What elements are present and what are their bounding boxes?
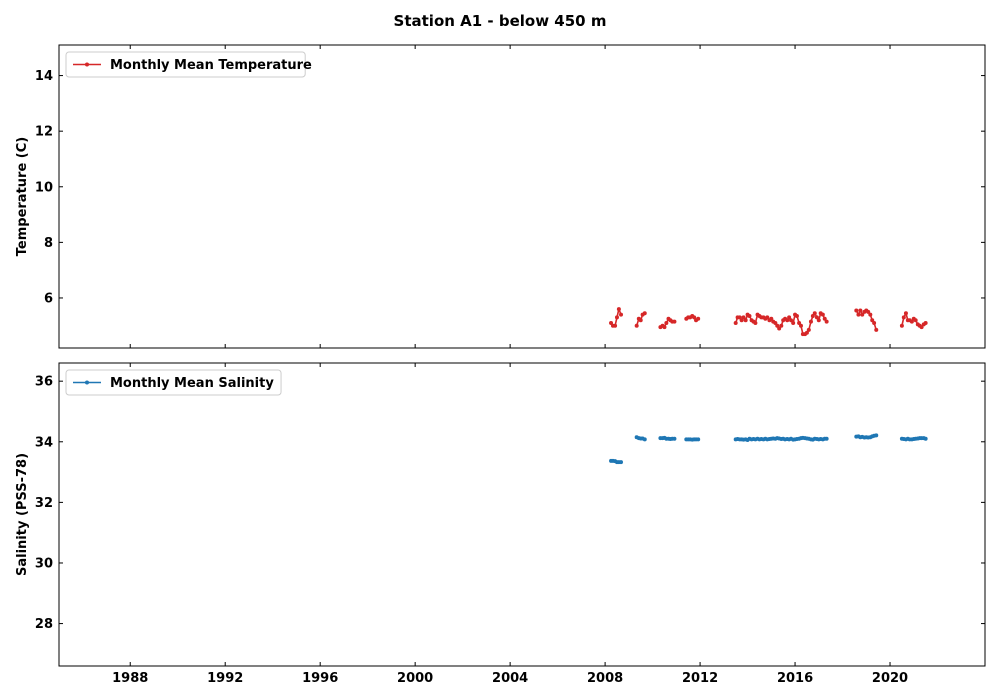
temperature-data-point (779, 323, 784, 328)
temperature-data-point (868, 312, 873, 317)
temperature-ytick-label: 6 (44, 291, 53, 306)
salinity-panel: 1988 1992 1996 2000 2004 2008 2012 2016 2020 28 30… (15, 362, 986, 686)
temperature-data-point (664, 320, 669, 325)
temperature-data-point (619, 312, 624, 317)
salinity-ytick-label: 28 (35, 617, 53, 632)
temperature-data-point (794, 314, 799, 319)
temperature-data-point (856, 312, 861, 317)
temperature-data-point (872, 320, 877, 325)
temperature-data-point (798, 323, 803, 328)
temperature-data-point (642, 311, 647, 316)
temperature-data-point (874, 327, 879, 332)
salinity-data-point (672, 436, 677, 441)
temperature-legend-label: Monthly Mean Temperature (110, 58, 312, 73)
temperature-data-point (696, 316, 701, 321)
temperature-data-point (806, 327, 811, 332)
salinity-xtick-label: 2000 (397, 671, 433, 686)
temperature-data-point (858, 308, 863, 313)
temperature-data-point (903, 311, 908, 316)
figure-title: Station A1 - below 450 m (394, 12, 607, 30)
salinity-data-point (923, 436, 928, 441)
salinity-xtick-label: 1992 (207, 671, 243, 686)
temperature-data-point (812, 311, 817, 316)
temperature-data-point (743, 318, 748, 323)
salinity-ytick-label: 32 (35, 496, 53, 511)
salinity-legend-marker (85, 380, 89, 385)
temperature-data-point (860, 312, 865, 317)
salinity-data-point (874, 433, 879, 438)
salinity-ytick-label: 36 (35, 375, 53, 390)
temperature-data-point (808, 319, 813, 324)
temperature-data-point (634, 323, 639, 328)
temperature-legend-marker (85, 62, 89, 67)
salinity-ytick-label: 30 (35, 556, 53, 571)
temperature-data-point (747, 314, 752, 319)
temperature-ytick-label: 14 (35, 69, 53, 84)
temperature-plot-area (609, 307, 928, 337)
temperature-ytick-label: 8 (44, 236, 53, 251)
temperature-data-point (789, 318, 794, 323)
salinity-xtick-label: 1988 (112, 671, 148, 686)
temperature-data-point (616, 307, 621, 312)
temperature-data-point (923, 320, 928, 325)
temperature-data-point (899, 323, 904, 328)
salinity-plot-area (609, 433, 928, 465)
temperature-data-point (662, 325, 667, 330)
salinity-legend (65, 369, 282, 396)
salinity-xtick-label: 2020 (872, 671, 908, 686)
salinity-data-point (696, 437, 701, 442)
temperature-data-point (854, 308, 859, 313)
temperature-data-point (919, 325, 924, 330)
temperature-data-point (638, 318, 643, 323)
temperature-data-point (733, 320, 738, 325)
salinity-axes-frame (58, 362, 986, 667)
salinity-data-point (824, 436, 829, 441)
temperature-data-point (901, 315, 906, 320)
salinity-data-point (642, 437, 647, 442)
temperature-data-point (913, 318, 918, 323)
salinity-ylabel: Salinity (PSS-78) (15, 453, 30, 576)
temperature-legend (65, 51, 306, 78)
temperature-data-point (672, 319, 677, 324)
temperature-data-point (765, 315, 770, 320)
temperature-axes-frame (58, 44, 986, 349)
temperature-ytick-label: 10 (35, 180, 53, 195)
temperature-data-point (820, 312, 825, 317)
salinity-xtick-label: 2008 (587, 671, 623, 686)
temperature-data-point (866, 309, 871, 314)
temperature-data-point (613, 323, 618, 328)
salinity-xtick-label: 2012 (682, 671, 718, 686)
temperature-data-point (816, 318, 821, 323)
salinity-legend-label: Monthly Mean Salinity (110, 376, 274, 391)
temperature-panel: 6 8 10 12 14 Temperature (C) Monthly Mean Temp… (15, 44, 986, 349)
temperature-data-point (777, 326, 782, 331)
salinity-xtick-label: 1996 (302, 671, 338, 686)
temperature-data-point (753, 320, 758, 325)
temperature-data-point (791, 320, 796, 325)
temperature-data-point (614, 315, 619, 320)
temperature-data-point (741, 315, 746, 320)
temperature-ytick-label: 12 (35, 125, 53, 140)
salinity-xtick-label: 2016 (777, 671, 813, 686)
temperature-data-point (824, 319, 829, 324)
salinity-xtick-label: 2004 (492, 671, 528, 686)
temperature-ylabel: Temperature (C) (15, 137, 30, 256)
salinity-data-point (619, 460, 624, 465)
salinity-ytick-label: 34 (35, 435, 53, 450)
